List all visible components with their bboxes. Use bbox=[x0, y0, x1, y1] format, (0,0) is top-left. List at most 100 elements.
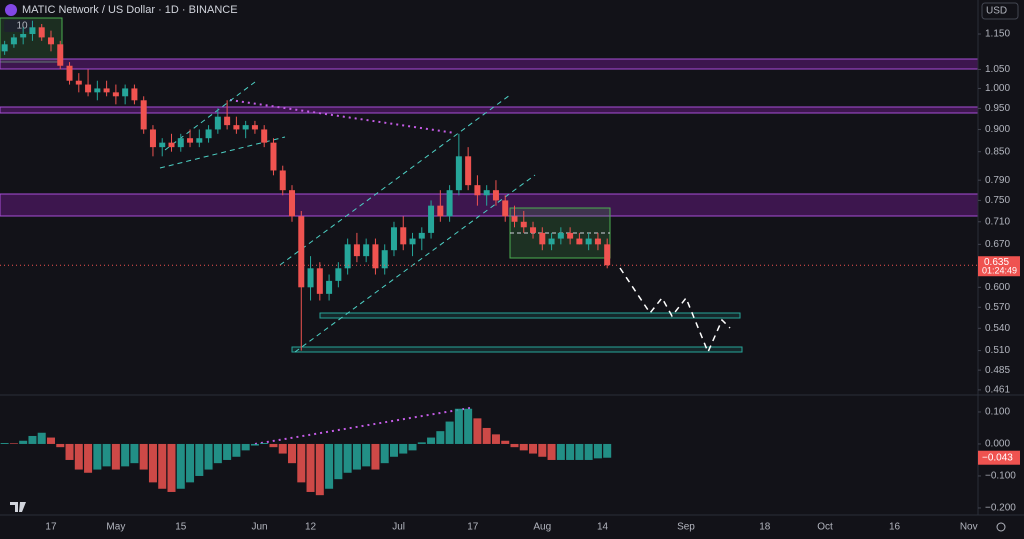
hist-bar bbox=[232, 443, 241, 457]
candle-body bbox=[316, 268, 323, 294]
candle-body bbox=[483, 190, 490, 196]
x-tick-label: 16 bbox=[889, 522, 901, 533]
candle-body bbox=[177, 138, 184, 148]
hist-bar bbox=[315, 443, 324, 496]
price-tag bbox=[978, 256, 1020, 277]
candle-body bbox=[381, 250, 388, 269]
candle-body bbox=[122, 88, 129, 97]
candle-body bbox=[335, 268, 342, 281]
x-tick-label: May bbox=[106, 522, 125, 533]
x-tick-label: Jul bbox=[392, 522, 405, 533]
candle-body bbox=[140, 100, 147, 130]
x-tick-label: Jun bbox=[252, 522, 268, 533]
hist-bar bbox=[380, 443, 389, 464]
hist-bar bbox=[297, 443, 306, 483]
candle-body bbox=[187, 138, 194, 143]
hist-bar bbox=[371, 443, 380, 470]
hist-bar bbox=[28, 435, 37, 444]
candle-body bbox=[455, 156, 462, 191]
candle-body bbox=[242, 125, 249, 130]
hist-bar bbox=[65, 443, 74, 460]
candle-body bbox=[168, 142, 175, 148]
hist-bar bbox=[436, 431, 445, 444]
hist-bar bbox=[158, 443, 167, 489]
badge bbox=[4, 20, 34, 32]
candle-body bbox=[66, 65, 73, 81]
candle-body bbox=[29, 27, 36, 35]
candle-body bbox=[557, 232, 564, 239]
candle-body bbox=[47, 37, 54, 45]
hist-bar bbox=[510, 443, 519, 448]
candle-body bbox=[492, 190, 499, 201]
channel bbox=[294, 174, 536, 353]
x-tick-label: Oct bbox=[817, 522, 833, 533]
hist-bar bbox=[343, 443, 352, 473]
hist-bar bbox=[519, 443, 528, 451]
hist-bar bbox=[111, 443, 120, 470]
hist-bar bbox=[102, 443, 111, 467]
hist-bar bbox=[306, 443, 315, 492]
hist-bar bbox=[176, 443, 185, 489]
hist-bar bbox=[417, 442, 426, 444]
candle-body bbox=[214, 116, 221, 130]
currency[interactable]: USD bbox=[986, 6, 1007, 17]
hist-bar bbox=[121, 443, 130, 467]
x-tick-label: 17 bbox=[45, 522, 57, 533]
y-tick-label: 0.485 bbox=[985, 365, 1010, 376]
y-tick-label: 0.600 bbox=[985, 282, 1010, 293]
y-tick-label: 0.710 bbox=[985, 216, 1010, 227]
candle-body bbox=[75, 80, 82, 85]
currency-box[interactable] bbox=[981, 2, 1019, 20]
hist-bar bbox=[148, 443, 157, 483]
hist-bar bbox=[464, 408, 473, 444]
candle-body bbox=[149, 129, 156, 148]
hist-bar bbox=[399, 443, 408, 454]
x-tick-label: 17 bbox=[467, 522, 479, 533]
candle-body bbox=[279, 170, 286, 191]
y-tick-label: 0.950 bbox=[985, 103, 1010, 114]
hist-bar bbox=[593, 443, 602, 459]
candle-body bbox=[94, 88, 101, 93]
candle-body bbox=[363, 244, 370, 257]
hist-bar bbox=[445, 421, 454, 444]
zone bbox=[0, 106, 979, 114]
y-tick-label: 0.790 bbox=[985, 175, 1010, 186]
y-tick-label: 0.570 bbox=[985, 302, 1010, 313]
candle-body bbox=[511, 216, 518, 222]
last-price: 0.635 bbox=[984, 257, 1009, 268]
hist-bar bbox=[427, 437, 436, 444]
x-tick-label: 12 bbox=[305, 522, 317, 533]
hist-bar bbox=[74, 443, 83, 470]
logo bbox=[5, 4, 17, 16]
y-tick-label: 1.150 bbox=[985, 29, 1010, 40]
hist-bar bbox=[84, 443, 93, 473]
candle-body bbox=[20, 34, 27, 38]
hist-bar bbox=[352, 443, 361, 470]
candle-body bbox=[465, 156, 472, 186]
candle-body bbox=[38, 27, 45, 38]
hist-bar bbox=[46, 437, 55, 444]
candle-body bbox=[539, 232, 546, 245]
hist-bar bbox=[0, 443, 9, 444]
candle-body bbox=[85, 84, 92, 93]
candle-body bbox=[594, 238, 601, 245]
settings-icon[interactable] bbox=[996, 522, 1006, 532]
hist-bar bbox=[186, 443, 195, 483]
hist-bar bbox=[566, 443, 575, 460]
hist-bar bbox=[482, 427, 491, 444]
candle-body bbox=[437, 205, 444, 217]
candle-body bbox=[298, 216, 305, 288]
hist-bar bbox=[501, 440, 510, 444]
candle-body bbox=[446, 190, 453, 217]
hist-bar bbox=[167, 443, 176, 492]
hist-bar bbox=[213, 443, 222, 464]
candle-body bbox=[372, 244, 379, 269]
candle-body bbox=[10, 37, 17, 45]
hist-bar bbox=[37, 432, 46, 444]
hist-bar bbox=[575, 443, 584, 460]
hist-bar bbox=[278, 443, 287, 454]
candle-body bbox=[548, 238, 555, 245]
y-tick-label: −0.100 bbox=[985, 471, 1016, 482]
y-tick-label: 0.100 bbox=[985, 407, 1010, 418]
